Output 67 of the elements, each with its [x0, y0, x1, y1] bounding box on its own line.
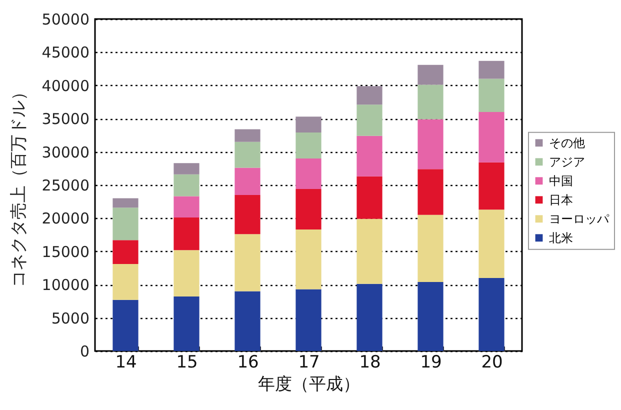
y-tick-label: 10000 [42, 276, 90, 294]
bar [174, 218, 200, 250]
x-tick-label: 17 [298, 352, 320, 372]
bar [112, 208, 138, 240]
bar [296, 229, 322, 290]
bar [296, 158, 322, 189]
bar [234, 234, 260, 292]
bar [174, 196, 200, 218]
x-tick-label: 16 [237, 352, 259, 372]
bar [478, 78, 504, 112]
bar [356, 104, 382, 136]
y-tick-label: 30000 [42, 143, 90, 162]
legend-label: アジア [549, 154, 585, 169]
y-tick-label: 40000 [42, 76, 90, 95]
bar [356, 86, 382, 105]
x-tick-label: 15 [176, 352, 198, 372]
bar [234, 168, 260, 195]
x-tick-label: 19 [420, 352, 442, 372]
y-tick-label: 20000 [42, 210, 90, 228]
y-tick-label: 35000 [42, 110, 90, 128]
x-tick-label: 14 [115, 352, 137, 372]
bar [112, 198, 138, 208]
x-tick-label: 18 [359, 352, 381, 372]
bar [174, 296, 200, 351]
bar [478, 162, 504, 210]
bar [478, 210, 504, 278]
bar [234, 291, 260, 351]
bar [296, 132, 322, 158]
legend-label: その他 [549, 136, 585, 150]
legend-label: ヨーロッパ [549, 212, 610, 226]
bar [112, 240, 138, 264]
bar [174, 163, 200, 174]
bar [296, 289, 322, 351]
bar [478, 112, 504, 162]
y-tick-label: 25000 [42, 176, 90, 194]
bar [418, 64, 444, 85]
y-tick-label: 0 [80, 342, 90, 360]
legend-label: 日本 [549, 192, 573, 207]
bar [112, 300, 138, 351]
bar [296, 116, 322, 133]
bar [478, 278, 504, 351]
bar [418, 119, 444, 170]
legend-label: 中国 [549, 174, 573, 188]
bar [234, 142, 260, 168]
bar [356, 176, 382, 219]
y-axis-title: コネクタ売上（百万ドル） [8, 84, 29, 288]
x-axis-title: 年度（平成） [258, 374, 360, 394]
bar [418, 169, 444, 215]
bar [478, 60, 504, 79]
bar [174, 174, 200, 196]
bar [234, 194, 260, 234]
y-tick-label: 50000 [42, 10, 90, 28]
bar [418, 282, 444, 351]
bar [296, 188, 322, 230]
y-tick-label: 45000 [42, 44, 90, 62]
y-tick-label: 5000 [51, 309, 90, 328]
legend-label: 北米 [549, 230, 573, 245]
x-tick-label: 20 [481, 352, 503, 372]
bar [356, 284, 382, 351]
bar [174, 250, 200, 297]
bar [418, 214, 444, 282]
bar [418, 84, 444, 120]
bar [356, 136, 382, 176]
bar [234, 129, 260, 142]
bar [112, 264, 138, 300]
bar [356, 218, 382, 284]
y-tick-label: 15000 [42, 242, 90, 261]
